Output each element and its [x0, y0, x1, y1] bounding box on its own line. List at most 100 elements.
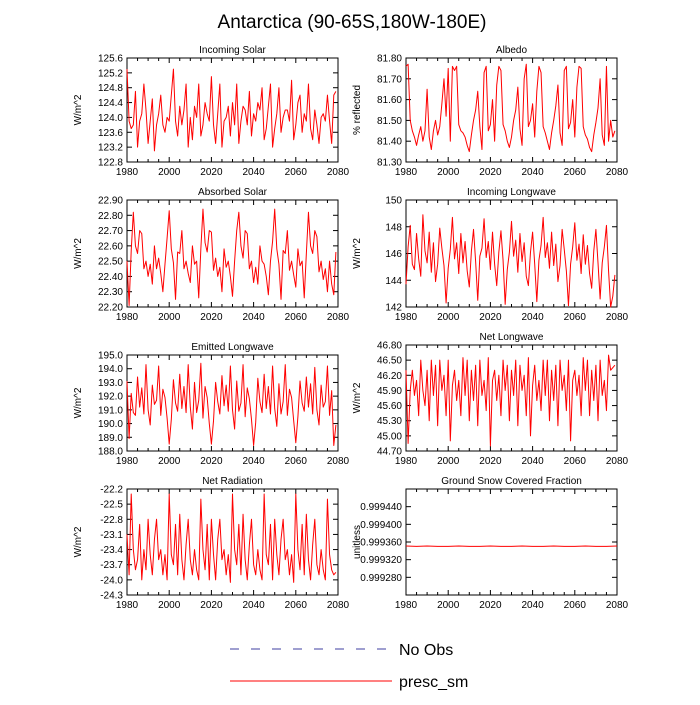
x-tick-label: 2040 [242, 600, 265, 611]
plot-frame [406, 345, 617, 451]
y-tick-label: 191.0 [98, 405, 123, 416]
x-tick-label: 2020 [200, 312, 223, 323]
y-tick-label: 124.8 [98, 83, 123, 94]
y-tick-label: -22.8 [100, 515, 123, 526]
y-tick-label: 81.70 [377, 74, 402, 85]
x-tick-label: 1980 [116, 167, 139, 178]
x-tick-label: 1980 [395, 456, 418, 467]
y-tick-label: 46.20 [377, 371, 402, 382]
y-axis-label: W/m^2 [352, 238, 363, 269]
x-tick-label: 1980 [116, 312, 139, 323]
y-axis-label: W/m^2 [73, 526, 84, 557]
x-tick-label: 2080 [327, 167, 350, 178]
legend: No Obs presc_sm [230, 642, 468, 691]
y-axis-label: % reflected [352, 85, 363, 135]
y-tick-label: 0.999400 [360, 520, 402, 531]
x-tick-label: 2080 [327, 312, 350, 323]
y-tick-label: 0.999320 [360, 555, 402, 566]
y-tick-label: 45.30 [377, 416, 402, 427]
x-tick-label: 2000 [158, 600, 181, 611]
x-tick-label: 2080 [327, 456, 350, 467]
y-tick-label: 81.50 [377, 116, 402, 127]
x-tick-label: 1980 [395, 167, 418, 178]
y-tick-label: 22.80 [98, 211, 123, 222]
x-tick-label: 2060 [285, 600, 308, 611]
y-tick-label: 22.90 [98, 196, 123, 207]
y-tick-label: 190.0 [98, 419, 123, 430]
x-tick-label: 2020 [479, 456, 502, 467]
x-tick-label: 2080 [606, 167, 629, 178]
x-tick-label: 2060 [564, 312, 587, 323]
x-tick-label: 2000 [437, 456, 460, 467]
x-tick-label: 2080 [327, 600, 350, 611]
y-tick-label: 81.80 [377, 54, 402, 65]
y-tick-label: 46.50 [377, 356, 402, 367]
panel-title: Net Longwave [480, 332, 544, 343]
y-tick-label: 22.40 [98, 272, 123, 283]
y-tick-label: 22.30 [98, 287, 123, 298]
y-tick-label: -23.4 [100, 545, 123, 556]
series-line-presc_sm [127, 209, 336, 305]
y-tick-label: 81.40 [377, 137, 402, 148]
y-tick-label: 123.2 [98, 143, 123, 154]
x-tick-label: 2040 [521, 600, 544, 611]
panel-title: Emitted Longwave [191, 342, 274, 353]
x-tick-label: 2020 [200, 456, 223, 467]
x-tick-label: 2020 [479, 167, 502, 178]
y-tick-label: 22.50 [98, 257, 123, 268]
x-tick-label: 2080 [606, 456, 629, 467]
x-tick-label: 1980 [395, 600, 418, 611]
y-tick-label: 148 [385, 222, 402, 233]
x-tick-label: 1980 [116, 456, 139, 467]
plot-frame [406, 489, 617, 595]
x-tick-label: 2040 [521, 456, 544, 467]
panel-title: Ground Snow Covered Fraction [441, 476, 582, 487]
chart-panel-6: Net LongwaveW/m^244.7045.0045.3045.6045.… [352, 332, 629, 467]
y-tick-label: 22.70 [98, 226, 123, 237]
y-tick-label: 45.00 [377, 431, 402, 442]
y-tick-label: 45.60 [377, 401, 402, 412]
x-tick-label: 2040 [242, 167, 265, 178]
y-tick-label: -22.2 [100, 485, 123, 496]
x-tick-label: 2040 [521, 167, 544, 178]
panel-title: Incoming Longwave [467, 187, 556, 198]
y-tick-label: 124.4 [98, 98, 123, 109]
series-line-presc_sm [127, 363, 336, 445]
panel-title: Absorbed Solar [198, 187, 268, 198]
y-tick-label: -22.5 [100, 500, 123, 511]
x-tick-label: 2000 [437, 600, 460, 611]
series-line-presc_sm [406, 355, 615, 446]
chart-panel-2: Albedo% reflected81.3081.4081.5081.6081.… [352, 45, 629, 178]
y-axis-label: W/m^2 [73, 387, 84, 418]
chart-panel-4: Incoming LongwaveW/m^2142144146148150198… [352, 187, 629, 323]
y-tick-label: -23.1 [100, 530, 123, 541]
series-line-presc_sm [406, 64, 615, 151]
series-line-presc_sm [406, 215, 615, 307]
x-tick-label: 2060 [285, 312, 308, 323]
panel-title: Incoming Solar [199, 45, 266, 56]
y-tick-label: 0.999280 [360, 573, 402, 584]
legend-obs-label: No Obs [399, 642, 453, 659]
series-line-presc_sm [127, 494, 336, 582]
y-tick-label: 195.0 [98, 351, 123, 362]
x-tick-label: 2020 [479, 312, 502, 323]
x-tick-label: 2000 [158, 312, 181, 323]
y-tick-label: -23.7 [100, 560, 123, 571]
plot-frame [406, 200, 617, 307]
y-tick-label: 81.60 [377, 95, 402, 106]
x-tick-label: 2080 [606, 312, 629, 323]
x-tick-label: 2040 [242, 456, 265, 467]
y-tick-label: 192.0 [98, 392, 123, 403]
panel-title: Net Radiation [202, 476, 263, 487]
chart-panel-1: Incoming SolarW/m^2122.8123.2123.6124.01… [73, 45, 350, 178]
chart-panel-7: Net RadiationW/m^2-24.3-24.0-23.7-23.4-2… [73, 476, 350, 611]
y-tick-label: 123.6 [98, 128, 123, 139]
y-tick-label: 22.60 [98, 241, 123, 252]
chart-panel-5: Emitted LongwaveW/m^2188.0189.0190.0191.… [73, 342, 350, 467]
legend-model-label: presc_sm [399, 674, 468, 691]
y-tick-label: 45.90 [377, 386, 402, 397]
y-tick-label: 125.2 [98, 68, 123, 79]
x-tick-label: 2080 [606, 600, 629, 611]
y-tick-label: 0.999440 [360, 502, 402, 513]
